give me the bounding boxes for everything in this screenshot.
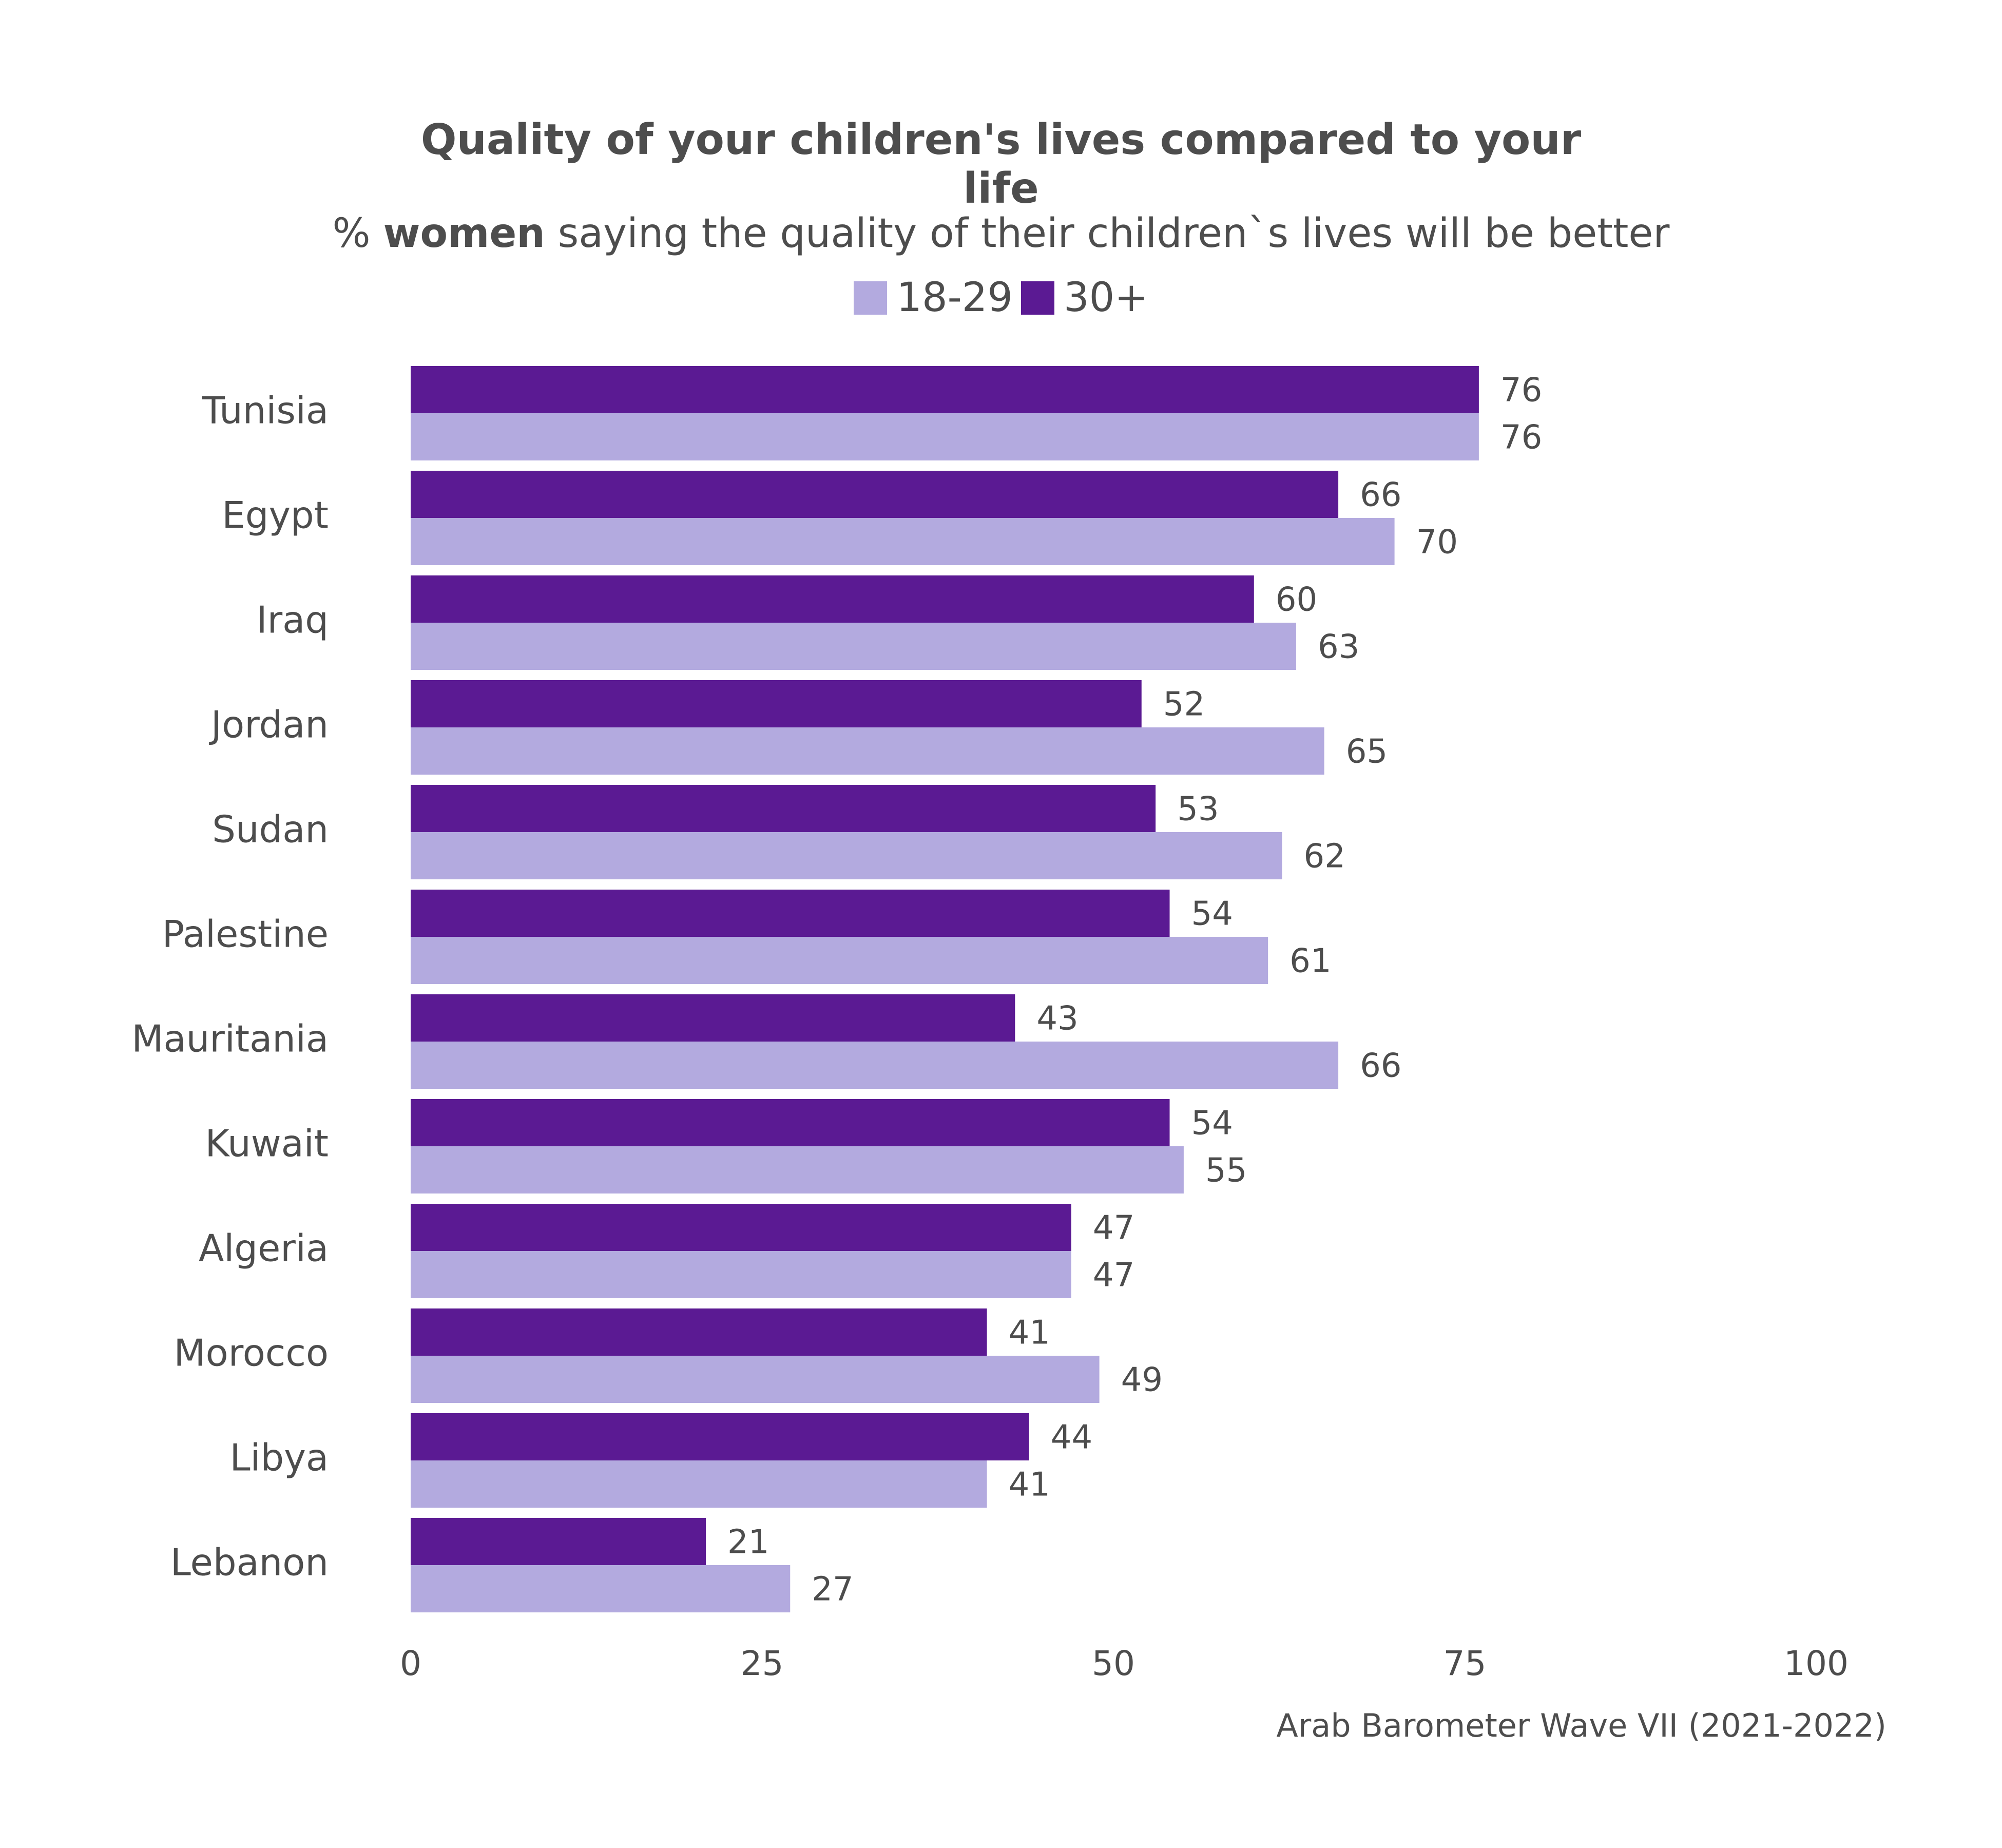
bar-iraq-18-29 bbox=[411, 623, 1296, 670]
category-label-palestine: Palestine bbox=[162, 913, 329, 956]
category-label-mauritania: Mauritania bbox=[131, 1017, 329, 1061]
bar-sudan-18-29 bbox=[411, 832, 1282, 879]
x-tick-label-50: 50 bbox=[1092, 1644, 1135, 1683]
legend: 18-29 30+ bbox=[0, 275, 2002, 321]
data-label-kuwait-18-29: 55 bbox=[1205, 1152, 1247, 1190]
bar-kuwait-30 bbox=[411, 1099, 1170, 1146]
x-tick-label-100: 100 bbox=[1784, 1644, 1849, 1683]
data-label-tunisia-30: 76 bbox=[1500, 372, 1542, 410]
data-label-palestine-18-29: 61 bbox=[1289, 942, 1331, 980]
bar-tunisia-30 bbox=[411, 366, 1479, 413]
chart-title-line1: Quality of your children's lives compare… bbox=[420, 116, 1582, 164]
legend-item-30-plus: 30+ bbox=[1021, 275, 1148, 321]
data-label-iraq-30: 60 bbox=[1276, 581, 1317, 619]
bar-jordan-18-29 bbox=[411, 727, 1324, 775]
legend-item-18-29: 18-29 bbox=[854, 275, 1013, 321]
legend-label-30-plus: 30+ bbox=[1064, 275, 1148, 321]
data-label-kuwait-30: 54 bbox=[1191, 1105, 1233, 1143]
data-label-algeria-30: 47 bbox=[1093, 1209, 1134, 1247]
data-label-morocco-18-29: 49 bbox=[1121, 1361, 1163, 1399]
category-label-tunisia: Tunisia bbox=[202, 389, 329, 432]
data-label-sudan-18-29: 62 bbox=[1304, 838, 1345, 876]
category-label-iraq: Iraq bbox=[256, 599, 329, 642]
data-label-lebanon-18-29: 27 bbox=[812, 1571, 853, 1609]
data-label-jordan-18-29: 65 bbox=[1346, 733, 1388, 771]
x-tick-label-25: 25 bbox=[741, 1644, 784, 1683]
subtitle-rest: saying the quality of their children`s l… bbox=[545, 210, 1670, 257]
category-label-morocco: Morocco bbox=[174, 1332, 329, 1375]
data-label-palestine-30: 54 bbox=[1191, 895, 1233, 933]
data-label-morocco-30: 41 bbox=[1009, 1314, 1050, 1352]
bar-lebanon-30 bbox=[411, 1518, 706, 1565]
data-label-lebanon-30: 21 bbox=[727, 1524, 769, 1562]
bar-sudan-30 bbox=[411, 785, 1156, 832]
legend-swatch-18-29 bbox=[854, 281, 888, 315]
bar-palestine-18-29 bbox=[411, 937, 1268, 984]
bar-iraq-30 bbox=[411, 575, 1254, 623]
bar-algeria-18-29 bbox=[411, 1251, 1071, 1298]
category-label-algeria: Algeria bbox=[199, 1227, 329, 1270]
bar-egypt-30 bbox=[411, 471, 1339, 518]
bar-kuwait-18-29 bbox=[411, 1146, 1184, 1194]
bar-egypt-18-29 bbox=[411, 518, 1395, 565]
x-tick-label-75: 75 bbox=[1443, 1644, 1487, 1683]
data-label-jordan-30: 52 bbox=[1163, 686, 1205, 724]
bar-palestine-30 bbox=[411, 890, 1170, 937]
subtitle-bold: women bbox=[383, 210, 545, 257]
subtitle-prefix: % bbox=[332, 210, 383, 257]
data-label-mauritania-18-29: 66 bbox=[1360, 1047, 1401, 1085]
source-caption: Arab Barometer Wave VII (2021-2022) bbox=[1276, 1707, 1886, 1744]
bar-libya-18-29 bbox=[411, 1460, 987, 1508]
category-label-libya: Libya bbox=[229, 1436, 329, 1479]
legend-label-18-29: 18-29 bbox=[896, 275, 1013, 321]
data-label-egypt-18-29: 70 bbox=[1416, 524, 1458, 562]
data-label-sudan-30: 53 bbox=[1177, 791, 1219, 829]
bar-algeria-30 bbox=[411, 1204, 1071, 1251]
chart-title-line2: life bbox=[963, 164, 1039, 213]
bar-lebanon-18-29 bbox=[411, 1565, 791, 1612]
data-label-egypt-30: 66 bbox=[1360, 476, 1401, 514]
bar-morocco-18-29 bbox=[411, 1356, 1100, 1403]
data-label-libya-30: 44 bbox=[1051, 1419, 1092, 1457]
bar-morocco-30 bbox=[411, 1308, 987, 1356]
data-label-iraq-18-29: 63 bbox=[1318, 628, 1359, 666]
chart-subtitle: % women saying the quality of their chil… bbox=[0, 210, 2002, 257]
x-tick-label-0: 0 bbox=[400, 1644, 421, 1683]
category-label-kuwait: Kuwait bbox=[205, 1122, 329, 1165]
bar-mauritania-18-29 bbox=[411, 1042, 1339, 1089]
category-label-lebanon: Lebanon bbox=[170, 1541, 329, 1584]
data-label-mauritania-30: 43 bbox=[1036, 1000, 1078, 1038]
bar-mauritania-30 bbox=[411, 994, 1015, 1042]
data-label-tunisia-18-29: 76 bbox=[1500, 419, 1542, 457]
bar-libya-30 bbox=[411, 1413, 1029, 1460]
category-label-jordan: Jordan bbox=[209, 703, 329, 746]
category-label-sudan: Sudan bbox=[212, 808, 329, 851]
bar-tunisia-18-29 bbox=[411, 413, 1479, 460]
data-label-libya-18-29: 41 bbox=[1009, 1466, 1050, 1504]
category-label-egypt: Egypt bbox=[222, 494, 329, 537]
legend-swatch-30-plus bbox=[1021, 281, 1055, 315]
data-label-algeria-18-29: 47 bbox=[1093, 1257, 1134, 1295]
bar-jordan-30 bbox=[411, 680, 1142, 727]
